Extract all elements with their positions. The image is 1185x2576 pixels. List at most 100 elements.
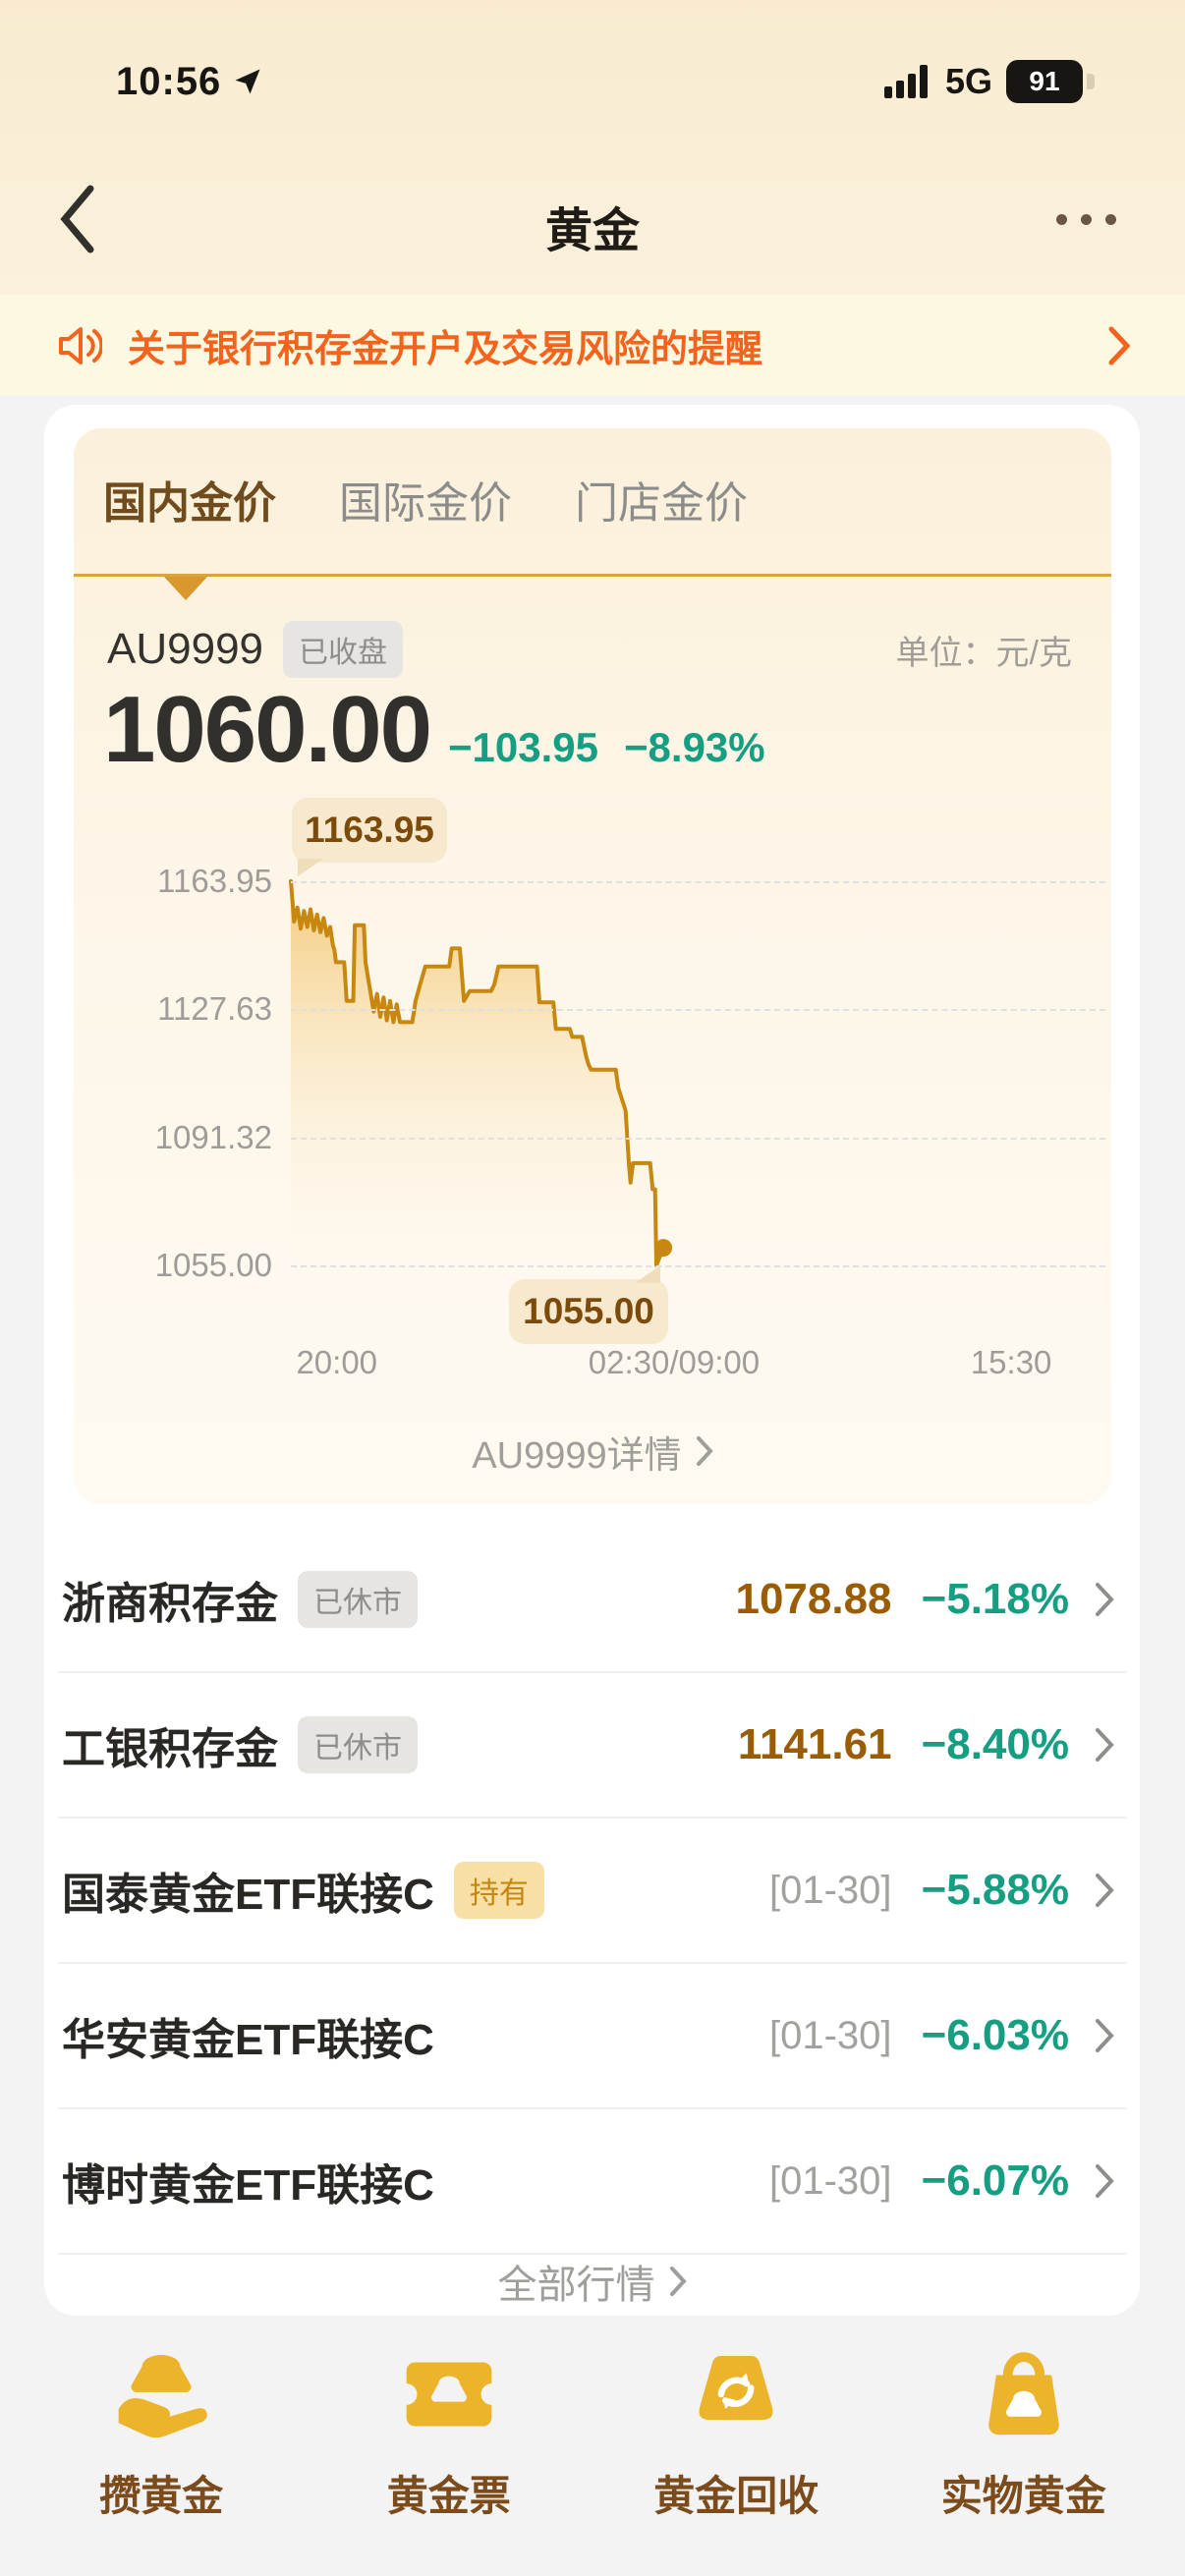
row-date: [01-30] <box>769 2013 892 2057</box>
gold-recycle-icon <box>699 2356 773 2420</box>
grid-line <box>291 881 1105 883</box>
row-price: 1078.88 <box>735 1575 892 1623</box>
quote-card: 国内金价 国际金价 门店金价 AU9999 已收盘 单位：元/克 1060.00… <box>74 428 1111 1504</box>
nav-bar: 黄金 <box>0 157 1185 295</box>
divider <box>58 1817 1126 1819</box>
y-axis-tick: 1055.00 <box>154 1247 272 1283</box>
more-menu-icon[interactable] <box>1056 214 1116 225</box>
row-percent: −6.07% <box>921 2156 1069 2205</box>
row-chevron-icon <box>1095 2018 1114 2053</box>
x-axis-tick: 15:30 <box>970 1344 1052 1380</box>
high-price-tooltip: 1163.95 <box>292 798 447 876</box>
row-percent: −5.88% <box>921 1866 1069 1914</box>
battery-indicator: 91 <box>1006 60 1095 103</box>
gold-ingot-hand-icon <box>118 2354 207 2438</box>
active-tab-pointer-icon <box>164 577 207 600</box>
shortcut-gold-ticket[interactable]: 黄金票 <box>306 2316 593 2576</box>
battery-percent: 91 <box>1029 66 1060 96</box>
y-axis-tick: 1091.32 <box>154 1118 272 1155</box>
symbol-label: AU9999 <box>107 625 264 673</box>
low-price-tooltip: 1055.00 <box>509 1265 668 1344</box>
row-date: [01-30] <box>769 1868 892 1912</box>
content-card: 国内金价 国际金价 门店金价 AU9999 已收盘 单位：元/克 1060.00… <box>44 405 1140 2316</box>
shortcut-bar: 攒黄金 黄金票 黄金回收 实物黄金 <box>0 2316 1185 2576</box>
row-guotai-gold-etf-c[interactable]: 国泰黄金ETF联接C 持有 [01-30] −5.88% <box>44 1819 1140 1962</box>
detail-chevron-icon <box>696 1436 713 1466</box>
row-date: [01-30] <box>769 2158 892 2203</box>
x-axis-tick: 02:30/09:00 <box>588 1344 761 1380</box>
back-icon[interactable] <box>57 185 96 253</box>
row-name: 国泰黄金ETF联接C <box>62 1871 434 1919</box>
grid-line <box>291 1265 1105 1267</box>
row-percent: −8.40% <box>921 1720 1069 1768</box>
row-name: 工银积存金 <box>62 1725 278 1773</box>
status-bar: 10:56 5G 91 <box>0 28 1185 136</box>
row-zheshang-jicunjin[interactable]: 浙商积存金 已休市 1078.88 −5.18% <box>44 1528 1140 1671</box>
price-change-percent: −8.93% <box>624 724 765 770</box>
gold-ticket-icon <box>406 2362 492 2427</box>
shortcut-label: 攒黄金 <box>99 2473 224 2519</box>
shortcut-save-gold[interactable]: 攒黄金 <box>18 2316 306 2576</box>
location-arrow-icon <box>235 69 260 94</box>
status-time: 10:56 <box>116 59 222 103</box>
price-change: −103.95 <box>448 724 599 770</box>
row-chevron-icon <box>1095 2163 1114 2199</box>
price-tabs: 国内金价 国际金价 门店金价 <box>74 428 1111 600</box>
row-chevron-icon <box>1095 1873 1114 1908</box>
row-chevron-icon <box>1095 1727 1114 1763</box>
price-row: 1060.00 −103.95 −8.93% <box>103 676 765 784</box>
row-huaan-gold-etf-c[interactable]: 华安黄金ETF联接C [01-30] −6.03% <box>44 1964 1140 2107</box>
price-chart[interactable]: 1163.95 1055.00 1163.95 1127.63 1091.32 105… <box>74 792 1111 1401</box>
row-percent: −6.03% <box>921 2011 1069 2059</box>
gold-bag-icon <box>988 2352 1059 2436</box>
low-price-value: 1055.00 <box>523 1291 654 1331</box>
divider <box>58 1962 1126 1964</box>
top-header-area: 10:56 5G 91 黄金 <box>0 0 1185 295</box>
divider <box>58 1671 1126 1673</box>
tab-domestic-gold[interactable]: 国内金价 <box>103 479 276 528</box>
row-holding-badge: 持有 <box>453 1862 544 1919</box>
risk-notice-text: 关于银行积存金开户及交易风险的提醒 <box>128 329 763 370</box>
symbol-row: AU9999 已收盘 单位：元/克 <box>74 621 1111 678</box>
shortcut-label: 黄金票 <box>386 2473 511 2519</box>
price-line-plot[interactable] <box>289 879 1111 1267</box>
row-boshi-gold-etf-c[interactable]: 博时黄金ETF联接C [01-30] −6.07% <box>44 2109 1140 2253</box>
shortcut-label: 实物黄金 <box>940 2473 1106 2519</box>
tab-international-gold[interactable]: 国际金价 <box>339 479 512 528</box>
unit-label: 单位：元/克 <box>895 634 1072 672</box>
tab-underline <box>74 574 1111 577</box>
tab-store-gold[interactable]: 门店金价 <box>575 479 748 528</box>
row-name: 华安黄金ETF联接C <box>62 2016 434 2064</box>
shortcut-physical-gold[interactable]: 实物黄金 <box>880 2316 1168 2576</box>
au9999-detail-link[interactable]: AU9999详情 <box>74 1407 1111 1495</box>
high-price-value: 1163.95 <box>305 810 434 850</box>
row-chevron-icon <box>1095 1582 1114 1617</box>
current-price: 1060.00 <box>103 677 432 782</box>
cellular-signal-icon <box>883 65 928 98</box>
row-name: 博时黄金ETF联接C <box>62 2161 434 2210</box>
grid-line <box>291 1137 1105 1140</box>
au9999-detail-label: AU9999详情 <box>472 1434 682 1477</box>
product-list: 浙商积存金 已休市 1078.88 −5.18% 工银积存金 已休市 1141.… <box>44 1528 1140 2255</box>
all-quotes-link[interactable]: 全部行情 <box>44 2250 1140 2313</box>
shortcut-label: 黄金回收 <box>653 2473 819 2519</box>
row-percent: −5.18% <box>921 1575 1069 1623</box>
divider <box>58 2253 1126 2255</box>
market-status-badge: 已收盘 <box>283 621 404 678</box>
row-status-badge: 已休市 <box>298 1716 418 1773</box>
page-title: 黄金 <box>544 205 640 257</box>
row-gongyin-jicunjin[interactable]: 工银积存金 已休市 1141.61 −8.40% <box>44 1673 1140 1817</box>
y-axis-tick: 1127.63 <box>157 990 272 1028</box>
row-price: 1141.61 <box>737 1720 892 1768</box>
speaker-icon <box>59 326 102 364</box>
all-quotes-chevron-icon <box>669 2267 687 2296</box>
all-quotes-label: 全部行情 <box>497 2264 655 2307</box>
x-axis-tick: 20:00 <box>296 1344 378 1380</box>
shortcut-gold-recycle[interactable]: 黄金回收 <box>592 2316 880 2576</box>
risk-notice-banner[interactable]: 关于银行积存金开户及交易风险的提醒 <box>0 295 1185 396</box>
network-type-label: 5G <box>944 61 992 101</box>
banner-chevron-icon <box>1108 326 1130 364</box>
row-status-badge: 已休市 <box>298 1571 418 1628</box>
y-axis-tick: 1163.95 <box>157 863 272 899</box>
